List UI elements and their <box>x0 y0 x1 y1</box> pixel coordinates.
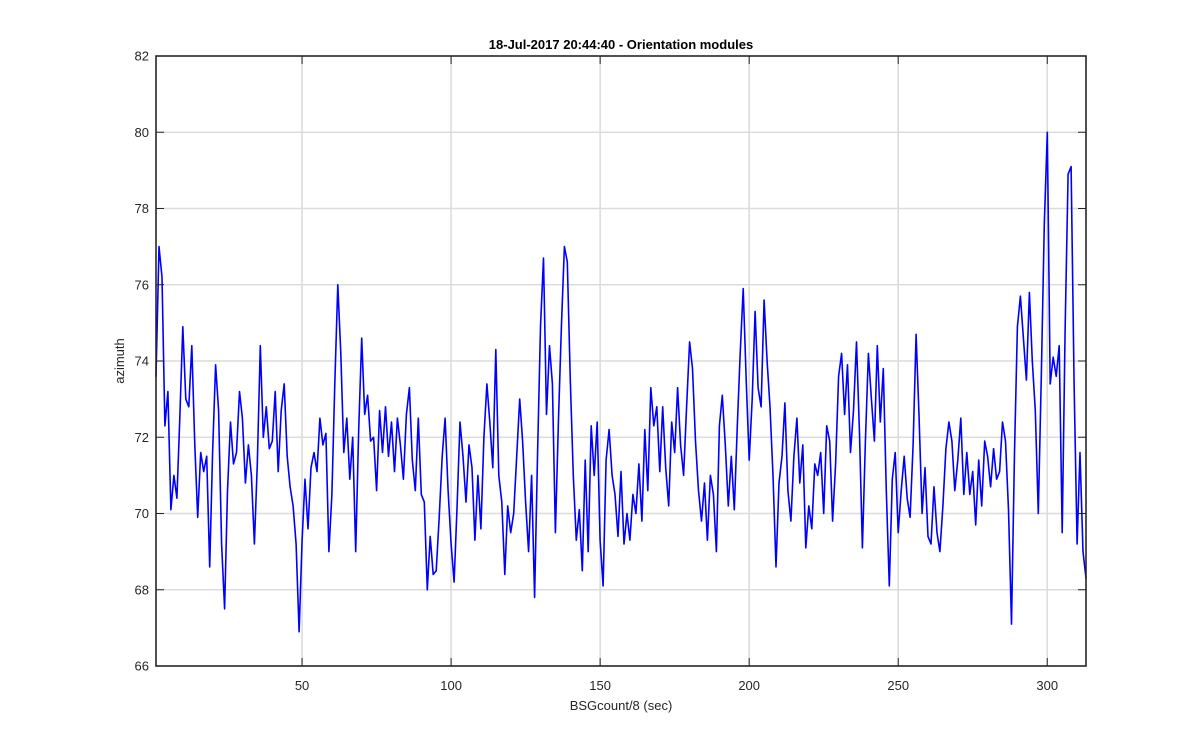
y-tick-label: 78 <box>135 201 149 216</box>
series-line-1 <box>155 131 1087 633</box>
x-tick-label: 200 <box>738 678 760 693</box>
axis-ticks: 50 100 150 200 250 300 66 68 70 72 74 76 78 80 82 <box>135 49 1086 693</box>
y-tick-label: 66 <box>135 659 149 674</box>
y-tick-label: 82 <box>135 49 149 64</box>
chart-title: 18-Jul-2017 20:44:40 - Orientation modul… <box>489 37 753 52</box>
y-tick-label: 72 <box>135 430 149 445</box>
y-tick-label: 68 <box>135 582 149 597</box>
x-axis-label: BSGcount/8 (sec) <box>570 698 673 713</box>
grid-lines <box>156 56 1086 666</box>
x-tick-label: 50 <box>295 678 309 693</box>
y-tick-label: 70 <box>135 506 149 521</box>
x-tick-label: 150 <box>589 678 611 693</box>
y-tick-label: 74 <box>135 354 149 369</box>
x-tick-label: 250 <box>887 678 909 693</box>
y-axis-label: azimuth <box>112 338 127 384</box>
series-layer <box>155 131 1087 633</box>
y-tick-label: 80 <box>135 125 149 140</box>
x-tick-label: 300 <box>1036 678 1058 693</box>
y-tick-label: 76 <box>135 277 149 292</box>
x-tick-label: 100 <box>440 678 462 693</box>
